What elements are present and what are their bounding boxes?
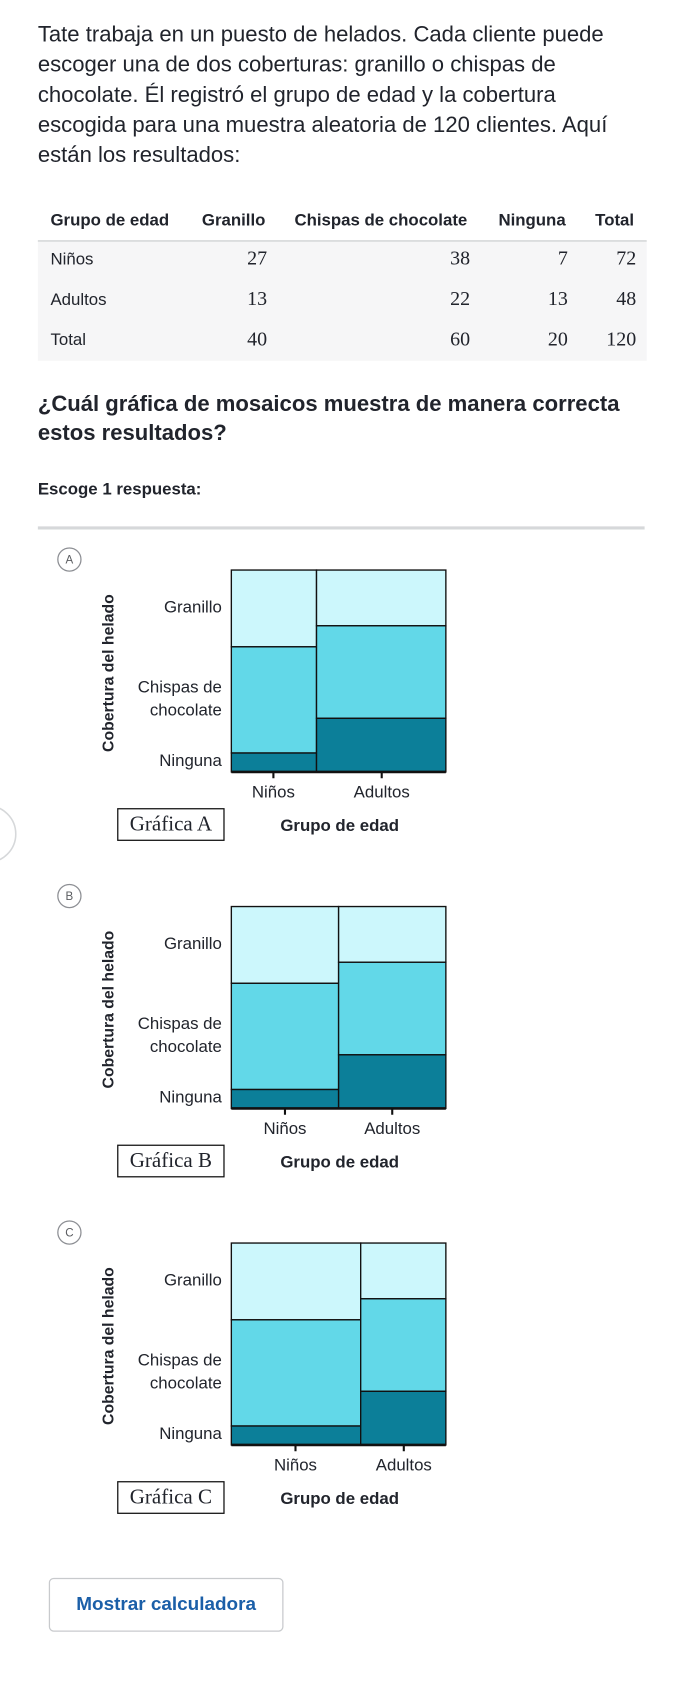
mosaic-tile (337, 905, 447, 963)
table-cell: 20 (548, 328, 568, 350)
x-tick-label: Adultos (376, 1455, 432, 1474)
table-body-bg (37, 240, 647, 361)
table-cell: 38 (450, 247, 470, 269)
x-axis-title: Grupo de edad (280, 1489, 399, 1508)
x-tick-label: Adultos (364, 1119, 420, 1138)
intro-line: escogida para una muestra aleatoria de 1… (38, 112, 608, 137)
x-tick-label: Niños (263, 1119, 306, 1138)
x-tick-label: Adultos (354, 782, 410, 801)
table-cell: 13 (548, 288, 568, 310)
question-line: estos resultados? (38, 420, 227, 445)
intro-line: están los resultados: (38, 142, 241, 167)
y-tick-label: chocolate (150, 1037, 222, 1056)
question-line: ¿Cuál gráfica de mosaicos muestra de man… (38, 391, 620, 416)
intro-line: chocolate. Él registró el grupo de edad … (38, 82, 557, 107)
table-cell: 60 (450, 328, 470, 350)
x-axis-title: Grupo de edad (280, 816, 399, 835)
table-cell: Niños (50, 249, 93, 268)
table-cell: Total (50, 330, 86, 349)
y-axis-title: Cobertura del helado (101, 594, 118, 752)
table-cell: 22 (450, 288, 470, 310)
mosaic-tile (230, 1425, 362, 1446)
mosaic-tile (360, 1242, 447, 1300)
y-tick-label: Chispas de (138, 677, 222, 696)
y-tick-label: Chispas de (138, 1350, 222, 1369)
mosaic-tile (230, 982, 340, 1091)
option-letter[interactable]: C (65, 1228, 73, 1240)
calculator-button[interactable] (48, 1577, 284, 1632)
caption-box (117, 1144, 225, 1178)
mosaic-tile (337, 1054, 447, 1110)
mosaic-tile (230, 752, 318, 773)
caption: Gráfica A (130, 811, 213, 835)
y-axis-title: Cobertura del helado (101, 1267, 118, 1425)
table-cell: 120 (606, 328, 636, 350)
mosaic-tile (230, 905, 340, 984)
mosaic-tile (337, 961, 447, 1056)
mosaic-tile (315, 569, 447, 627)
table-cell: 48 (616, 288, 636, 310)
y-tick-label: Granillo (164, 1270, 222, 1289)
option-letter[interactable]: B (66, 891, 74, 903)
mosaic-tile (230, 1088, 340, 1110)
mosaic-tile (230, 569, 318, 648)
y-axis-title: Cobertura del helado (101, 930, 118, 1088)
caption: Gráfica C (130, 1484, 212, 1508)
y-tick-label: Granillo (164, 597, 222, 616)
caption-box (117, 1481, 225, 1514)
table-header: Ninguna (498, 210, 566, 229)
mosaic-tile (230, 1242, 362, 1321)
mosaic-tile (360, 1390, 447, 1446)
y-tick-label: Granillo (164, 934, 222, 953)
mosaic-tile (360, 1298, 447, 1392)
mosaic-tile (315, 717, 447, 773)
table-header: Grupo de edad (50, 210, 169, 229)
table-cell: 7 (558, 247, 568, 269)
radio-partial[interactable] (0, 806, 17, 863)
mosaic-tile (315, 625, 447, 719)
table-cell: Adultos (50, 290, 106, 309)
instruction: Escoge 1 respuesta: (38, 480, 202, 499)
table-cell: 27 (247, 247, 267, 269)
table-header: Granillo (202, 210, 266, 229)
y-tick-label: Ninguna (159, 1087, 222, 1106)
y-tick-label: Chispas de (138, 1014, 222, 1033)
table-cell: 13 (247, 288, 267, 310)
y-tick-label: Ninguna (159, 751, 222, 770)
caption: Gráfica B (130, 1148, 212, 1172)
option-circle[interactable] (57, 547, 82, 572)
option-circle[interactable] (57, 883, 82, 909)
calculator-button-label[interactable]: Mostrar calculadora (76, 1594, 256, 1615)
mosaic-tile (230, 1319, 362, 1427)
x-axis-title: Grupo de edad (280, 1153, 399, 1172)
intro-line: Tate trabaja en un puesto de helados. Ca… (38, 22, 604, 47)
x-tick-label: Niños (274, 1455, 317, 1474)
caption-box (117, 808, 225, 841)
y-tick-label: chocolate (150, 700, 222, 719)
option-letter[interactable]: A (66, 555, 74, 567)
y-tick-label: chocolate (150, 1373, 222, 1392)
option-circle[interactable] (57, 1220, 82, 1245)
mosaic-tile (230, 646, 318, 754)
table-header: Total (595, 210, 634, 229)
table-cell: 72 (616, 247, 636, 269)
table-cell: 40 (247, 328, 267, 350)
y-tick-label: Ninguna (159, 1424, 222, 1443)
intro-line: escoger una de dos coberturas: granillo … (38, 52, 556, 77)
table-header: Chispas de chocolate (294, 210, 467, 229)
x-tick-label: Niños (252, 782, 295, 801)
